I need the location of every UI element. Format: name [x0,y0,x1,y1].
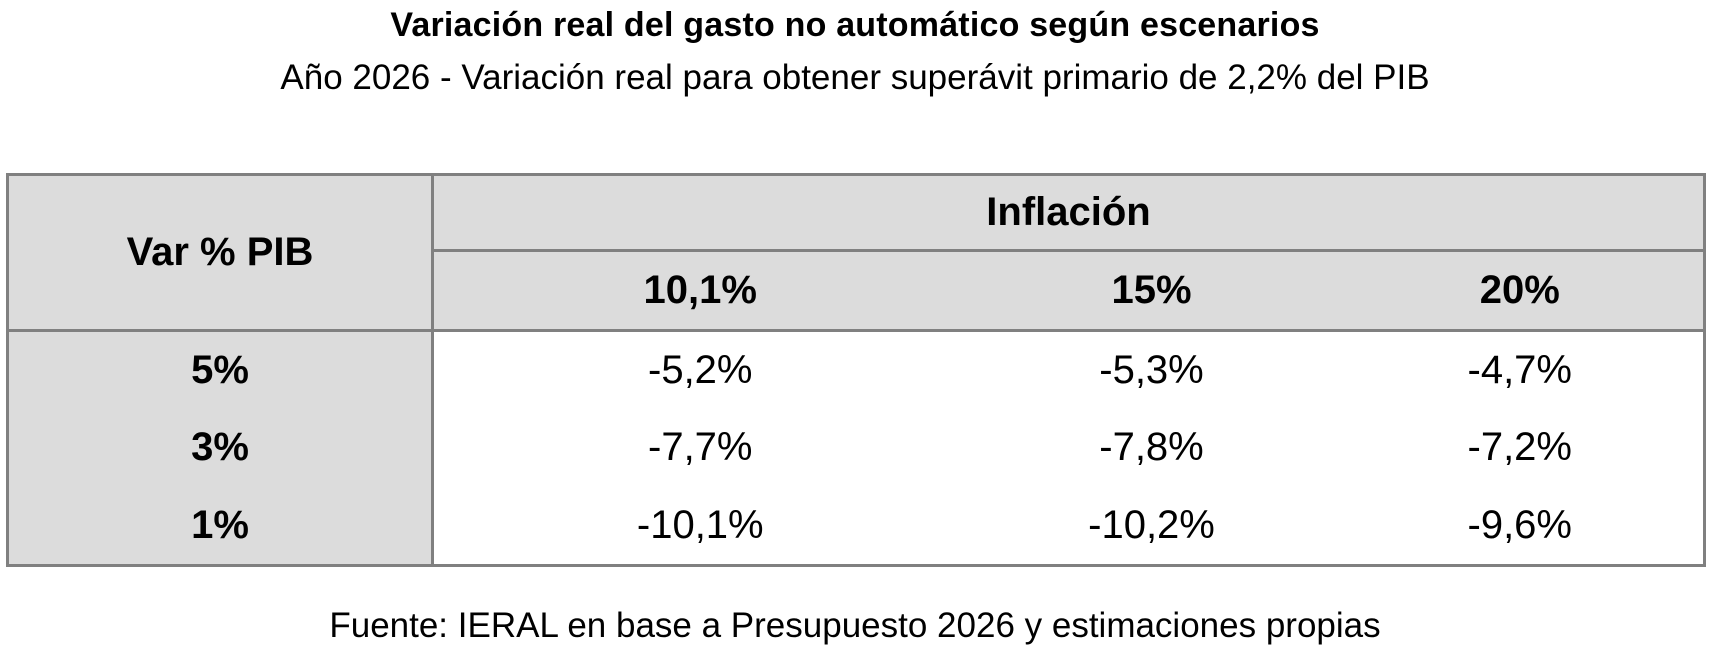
scenario-table: Var % PIB Inflación 10,1% 15% 20% 5% -5,… [6,173,1707,567]
figure-canvas: Variación real del gasto no automático s… [0,4,1710,666]
row-label-5pct: 5% [7,330,434,409]
source-note: Fuente: IERAL en base a Presupuesto 2026… [329,606,1381,645]
inflation-rate-header-2: 15% [966,250,1337,332]
table-row: 5% -5,2% -5,3% -4,7% [7,330,1705,409]
table-row: 3% -7,7% -7,8% -7,2% [7,408,1705,487]
page-subtitle: Año 2026 - Variación real para obtener s… [280,58,1430,97]
value-cell: -10,1% [432,486,967,566]
value-cell: -10,2% [966,486,1337,566]
inflation-rate-header-1: 10,1% [432,250,967,332]
corner-header-cell: Var % PIB [7,174,434,332]
table-header-row-rates: 10,1% 15% 20% [8,250,1705,332]
page-title: Variación real del gasto no automático s… [390,6,1320,44]
inflation-group-header: Inflación [432,174,1705,252]
value-cell: -7,2% [1336,408,1705,487]
value-cell: -7,7% [432,408,967,487]
row-label-3pct: 3% [7,408,434,487]
value-cell: -7,8% [966,408,1337,487]
table-row: 1% -10,1% -10,2% -9,6% [7,486,1705,566]
value-cell: -9,6% [1336,486,1705,566]
inflation-rate-header-3: 20% [1336,250,1705,332]
value-cell: -5,2% [432,330,967,409]
row-label-1pct: 1% [7,486,434,566]
table-header-row-group: Var % PIB Inflación [7,174,1705,332]
value-cell: -5,3% [966,330,1337,409]
value-cell: -4,7% [1336,330,1705,409]
